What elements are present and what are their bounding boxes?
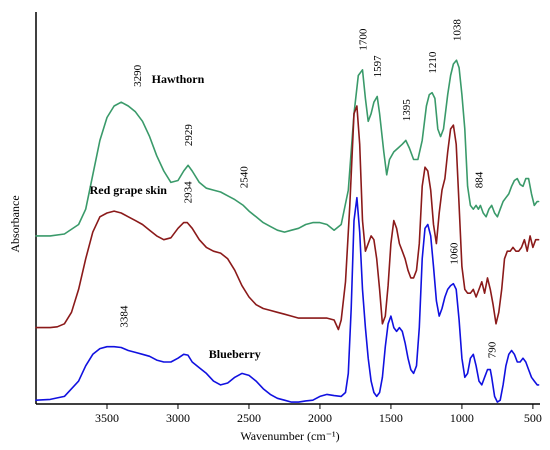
series-line-hawthorn bbox=[35, 59, 540, 237]
x-tick-label-3500: 3500 bbox=[95, 411, 119, 425]
y-axis-title: Absorbance bbox=[8, 195, 22, 252]
x-tick-label-1000: 1000 bbox=[450, 411, 474, 425]
peak-label-3290: 3290 bbox=[132, 64, 144, 87]
series-label-layer: Hawthorn Red grape skin Blueberry bbox=[90, 72, 261, 361]
peak-label-1597: 1597 bbox=[372, 55, 384, 78]
series-layer bbox=[35, 59, 540, 403]
peak-label-884: 884 bbox=[473, 171, 485, 188]
series-line-blueberry bbox=[35, 196, 540, 403]
series-label-red-grape-skin: Red grape skin bbox=[90, 183, 168, 197]
x-tick-label-2500: 2500 bbox=[237, 411, 261, 425]
x-tick-label-500: 500 bbox=[524, 411, 542, 425]
x-axis: 3500 3000 2500 2000 1500 1000 500 bbox=[36, 403, 542, 425]
peak-label-1700: 1700 bbox=[358, 28, 370, 51]
x-tick-label-1500: 1500 bbox=[379, 411, 403, 425]
peak-label-1210: 1210 bbox=[427, 51, 439, 74]
x-tick-label-2000: 2000 bbox=[308, 411, 332, 425]
series-label-blueberry: Blueberry bbox=[209, 347, 261, 361]
x-axis-title: Wavenumber (cm⁻¹) bbox=[240, 429, 339, 443]
peak-label-1395: 1395 bbox=[401, 99, 413, 122]
peak-label-2540: 2540 bbox=[238, 166, 250, 189]
peak-label-1060: 1060 bbox=[448, 242, 460, 265]
peak-label-2934: 2934 bbox=[182, 181, 194, 204]
peak-label-2929: 2929 bbox=[183, 124, 195, 147]
peak-label-1038: 1038 bbox=[452, 19, 464, 42]
peak-label-790: 790 bbox=[487, 341, 499, 358]
series-line-red-grape-skin bbox=[35, 105, 540, 331]
x-tick-label-3000: 3000 bbox=[166, 411, 190, 425]
peak-label-3384: 3384 bbox=[119, 305, 131, 328]
series-label-hawthorn: Hawthorn bbox=[152, 72, 205, 86]
